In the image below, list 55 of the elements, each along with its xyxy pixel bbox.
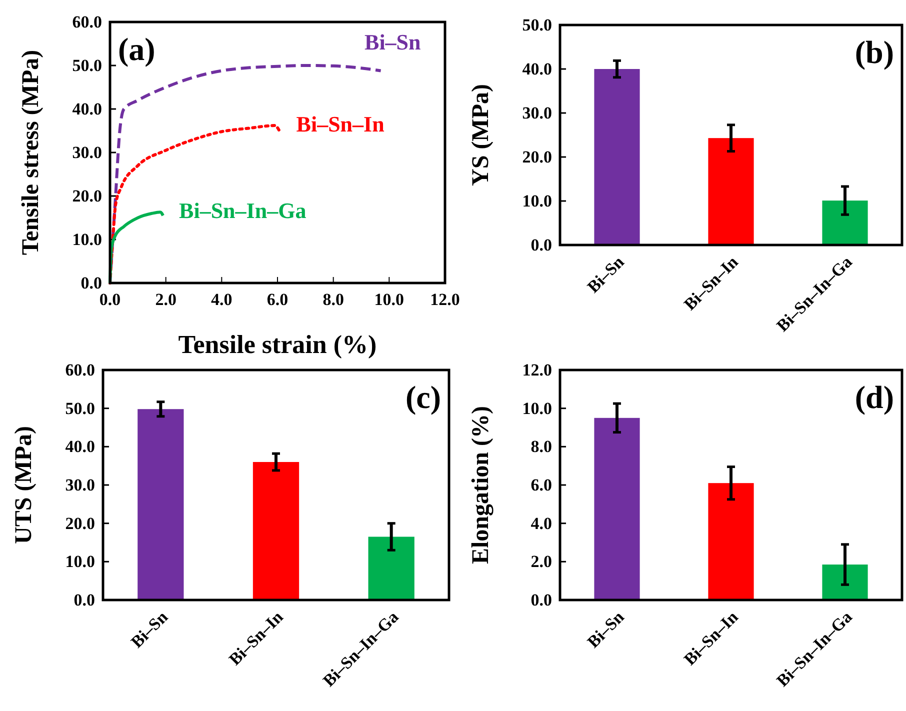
bar [368,536,414,600]
x-axis-title: Tensile strain (%) [178,330,377,359]
y-tick-label: 50.0 [72,56,102,75]
bar [708,138,754,245]
bar [822,200,868,245]
x-tick-label: 0.0 [99,290,121,310]
bar [822,564,868,600]
series-label: Bi–Sn [364,30,421,54]
line-series [108,210,165,284]
y-tick-label: 40.0 [522,59,552,78]
y-tick-label: 60.0 [72,12,102,32]
y-tick-label: 20.0 [522,147,552,166]
series-label: Bi–Sn–In [296,112,384,137]
y-axis-title: Elongation (%) [468,406,494,564]
x-tick-label: 6.0 [266,290,288,310]
bar [252,462,300,600]
bar [708,483,754,600]
annotation: (c) [405,379,441,415]
y-tick-label: 50.0 [522,15,552,34]
x-tick-label: 12.0 [430,290,460,310]
y-tick-label: 8.0 [530,437,552,456]
x-tick-label: 2.0 [155,290,176,310]
bar [594,418,640,600]
y-tick-label: 0.0 [74,590,95,610]
y-tick-label: 10.0 [72,230,102,249]
y-tick-label: 20.0 [65,514,95,533]
y-tick-label: 2.0 [530,552,552,572]
y-tick-label: 0.0 [530,590,552,610]
x-tick-label: 4.0 [211,290,232,310]
bar [138,409,184,600]
annotation: (d) [854,379,894,415]
y-tick-label: 0.0 [530,235,552,254]
y-axis-title: Tensile stress (MPa) [18,50,44,256]
y-tick-label: 6.0 [530,475,552,494]
x-tick-label: 8.0 [322,290,344,310]
annotation: (a) [118,31,156,67]
y-tick-label: 30.0 [65,475,95,494]
x-tick-label: 10.0 [374,290,404,310]
y-tick-label: 30.0 [522,103,552,122]
annotation: (b) [854,34,894,70]
y-tick-label: 10.0 [65,552,95,572]
y-tick-label: 40.0 [65,437,95,456]
y-tick-label: 20.0 [72,186,102,206]
y-tick-label: 4.0 [530,514,552,533]
y-axis-title: YS (MPa) [468,84,494,186]
y-tick-label: 12.0 [522,360,552,380]
y-tick-label: 10.0 [522,191,552,210]
y-tick-label: 30.0 [72,142,102,162]
y-tick-label: 10.0 [522,398,552,418]
y-axis-title: UTS (MPa) [11,426,37,544]
y-tick-label: 40.0 [72,99,102,118]
y-tick-label: 50.0 [65,398,95,418]
series-label: Bi–Sn–In–Ga [179,198,306,224]
bar [594,69,640,245]
y-tick-label: 60.0 [65,360,95,380]
